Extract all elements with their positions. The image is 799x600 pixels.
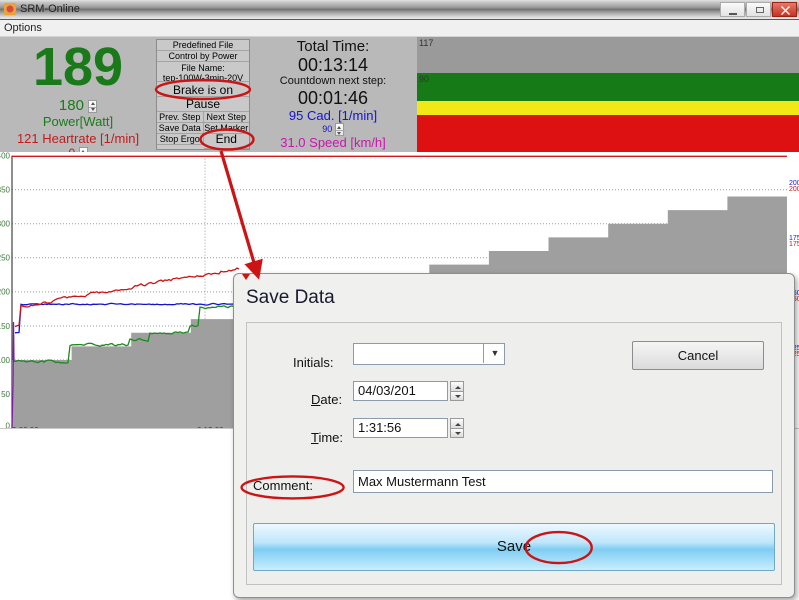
svg-text:0:00:00: 0:00:00 xyxy=(12,426,39,428)
svg-text:0: 0 xyxy=(6,422,11,429)
svg-text:50: 50 xyxy=(1,390,10,399)
svg-text:200: 200 xyxy=(0,288,11,297)
svg-text:200: 200 xyxy=(789,186,799,193)
svg-text:300: 300 xyxy=(0,220,11,229)
svg-text:350: 350 xyxy=(0,186,11,195)
svg-text:150: 150 xyxy=(0,322,11,331)
svg-text:250: 250 xyxy=(0,254,11,263)
svg-text:0:13:00: 0:13:00 xyxy=(197,426,224,428)
svg-text:175: 175 xyxy=(789,241,799,248)
svg-text:400: 400 xyxy=(0,152,11,161)
svg-text:100: 100 xyxy=(0,356,11,365)
